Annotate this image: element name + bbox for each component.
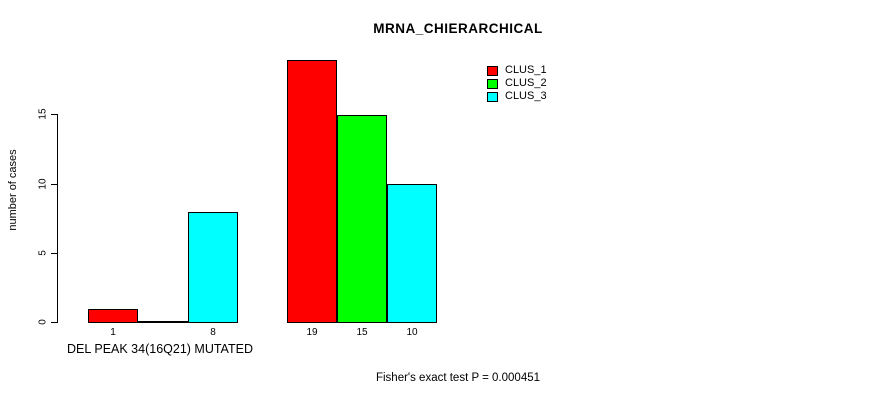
legend-swatch-clus-3-icon [487,91,498,102]
legend-item-clus-3: CLUS_3 [487,90,547,103]
bar-clus_1-group-2 [287,60,337,323]
y-tick-label-0: 0 [37,319,49,325]
bar-value-label-group-1-clus_3: 8 [210,327,216,338]
bar-clus_3-group-2 [387,184,437,323]
y-tick-label-15: 15 [37,108,49,120]
bar-value-label-group-2-clus_2: 15 [356,327,368,338]
y-tick-5 [51,253,57,254]
legend-label-clus-3: CLUS_3 [505,90,547,102]
legend-swatch-clus-1-icon [487,65,498,76]
bar-value-label-group-1-clus_1: 1 [110,327,116,338]
y-axis-label: number of cases [7,149,19,231]
legend-label-clus-2: CLUS_2 [505,77,547,89]
legend-label-clus-1: CLUS_1 [505,64,547,76]
bar-clus_1-group-1 [88,309,138,323]
y-tick-label-5: 5 [37,250,49,256]
y-tick-15 [51,114,57,115]
x-axis-label: DEL PEAK 34(16Q21) MUTATED [67,342,253,356]
legend-item-clus-2: CLUS_2 [487,77,547,90]
bar-value-label-group-2-clus_3: 10 [406,327,418,338]
bar-value-label-group-2-clus_1: 19 [306,327,318,338]
y-axis-line [57,114,58,323]
legend: CLUS_1 CLUS_2 CLUS_3 [487,64,547,103]
bar-clus_2-group-1 [138,321,188,323]
legend-item-clus-1: CLUS_1 [487,64,547,77]
chart-title: MRNA_CHIERARCHICAL [373,21,543,36]
y-tick-10 [51,184,57,185]
bar-clus_3-group-1 [188,212,238,323]
y-tick-label-10: 10 [37,178,49,190]
legend-swatch-clus-2-icon [487,78,498,89]
y-tick-0 [51,322,57,323]
fisher-test-annotation: Fisher's exact test P = 0.000451 [375,372,541,384]
bar-clus_2-group-2 [337,115,387,323]
